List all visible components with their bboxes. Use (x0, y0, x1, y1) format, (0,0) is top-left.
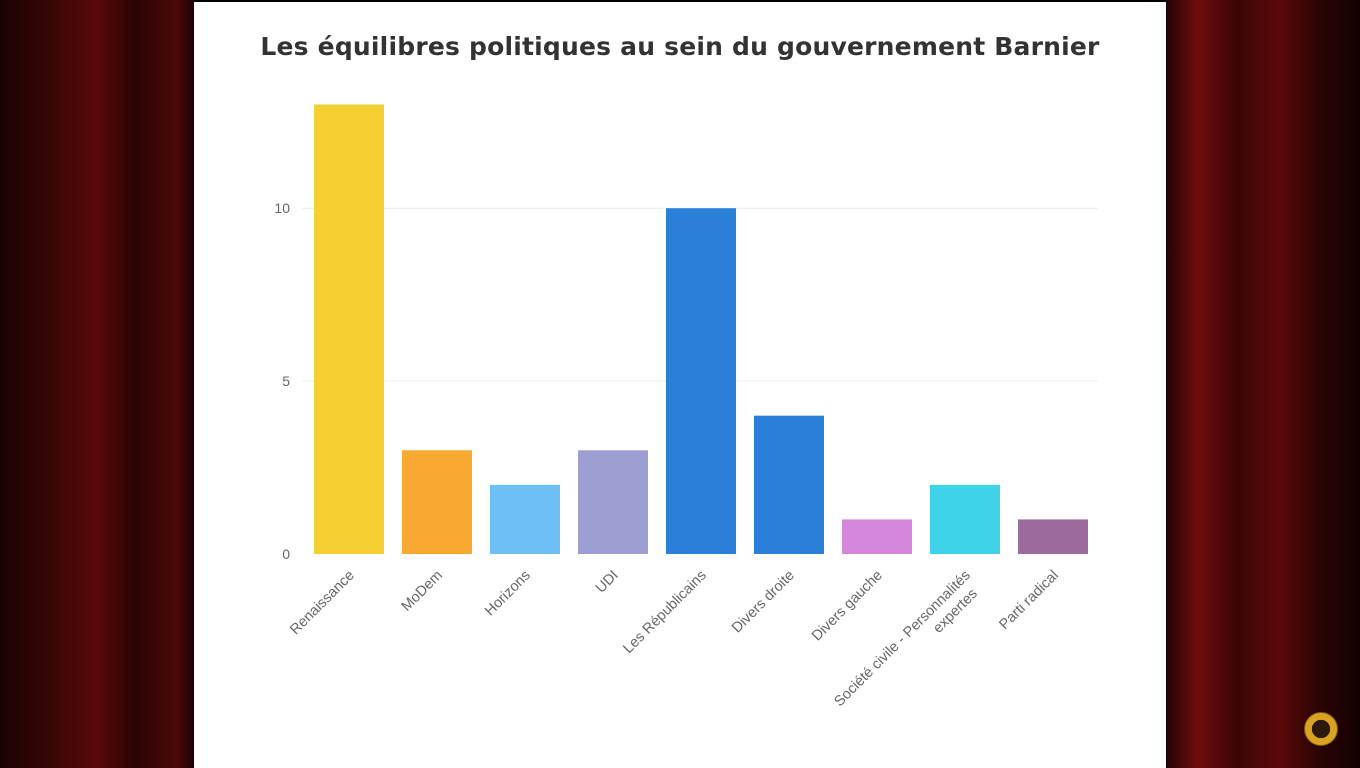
bar-3 (490, 484, 560, 554)
x-tick-label: Horizons (482, 568, 534, 620)
bar-8 (930, 484, 1000, 554)
y-tick-label: 10 (274, 200, 290, 216)
x-tick-label: Divers gauche (809, 568, 886, 645)
y-tick-label: 5 (282, 373, 290, 389)
x-tick-label: MoDem (399, 568, 446, 615)
channel-logo-icon[interactable] (1304, 712, 1338, 746)
bar-7 (842, 519, 912, 554)
bar-2 (402, 450, 472, 554)
bar-5 (666, 208, 736, 554)
x-tick-label: UDI (593, 568, 622, 597)
bar-4 (578, 450, 648, 554)
bar-1 (314, 104, 384, 555)
bar-9 (1018, 519, 1088, 554)
chart-title: Les équilibres politiques au sein du gou… (260, 32, 1100, 61)
y-tick-label: 0 (282, 546, 290, 562)
bar-6 (754, 415, 824, 554)
x-tick-label: Parti radical (996, 568, 1061, 633)
x-tick-label: Divers droite (729, 568, 798, 637)
x-tick-label: Renaissance (287, 568, 358, 639)
slide-panel: Les équilibres politiques au sein du gou… (194, 2, 1166, 768)
x-tick-label: Les Républicains (620, 568, 709, 657)
